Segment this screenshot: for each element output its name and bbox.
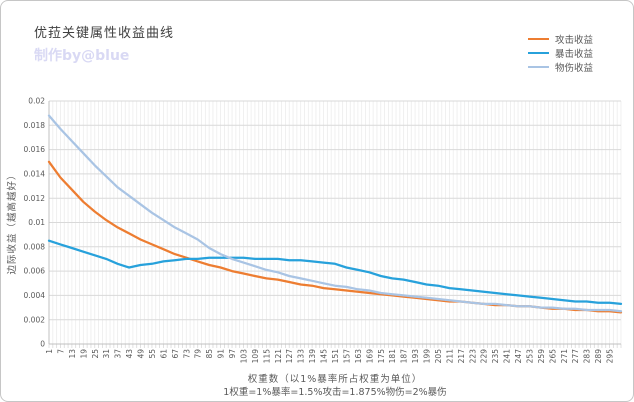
legend-item-attack: 攻击收益 <box>528 32 593 46</box>
svg-text:289: 289 <box>594 349 603 364</box>
svg-text:259: 259 <box>537 349 546 364</box>
svg-text:97: 97 <box>228 349 237 359</box>
svg-text:193: 193 <box>411 349 420 364</box>
svg-text:241: 241 <box>503 349 512 364</box>
svg-text:187: 187 <box>400 349 409 364</box>
svg-text:145: 145 <box>320 349 329 364</box>
svg-text:295: 295 <box>606 349 615 364</box>
svg-text:247: 247 <box>514 349 523 364</box>
svg-text:25: 25 <box>91 349 100 359</box>
svg-text:0.014: 0.014 <box>24 170 46 179</box>
svg-text:235: 235 <box>491 349 500 364</box>
svg-text:0.018: 0.018 <box>24 121 46 130</box>
svg-text:271: 271 <box>560 349 569 364</box>
svg-text:7: 7 <box>56 349 65 354</box>
svg-text:0.01: 0.01 <box>28 218 45 227</box>
svg-text:265: 265 <box>548 349 557 364</box>
svg-text:79: 79 <box>194 349 203 359</box>
y-axis-title: 边际收益（越高越好） <box>6 169 18 274</box>
legend-label-crit: 暴击收益 <box>555 49 594 60</box>
svg-text:163: 163 <box>354 349 363 364</box>
svg-text:175: 175 <box>377 349 386 364</box>
svg-text:103: 103 <box>239 349 248 364</box>
svg-text:217: 217 <box>457 349 466 364</box>
legend-label-phys: 物伤收益 <box>555 63 594 74</box>
svg-text:181: 181 <box>388 349 397 364</box>
svg-text:43: 43 <box>125 349 134 359</box>
svg-text:85: 85 <box>205 349 214 359</box>
svg-text:31: 31 <box>102 349 111 359</box>
svg-text:109: 109 <box>251 349 260 364</box>
svg-text:0.002: 0.002 <box>24 315 46 324</box>
svg-text:73: 73 <box>182 349 191 359</box>
svg-text:229: 229 <box>480 349 489 364</box>
svg-text:61: 61 <box>159 349 168 359</box>
svg-text:1: 1 <box>45 349 54 354</box>
svg-text:0.012: 0.012 <box>24 194 46 203</box>
series-line-phys <box>47 114 623 313</box>
svg-text:0.008: 0.008 <box>24 242 46 251</box>
legend-line-swatch-attack <box>528 37 549 41</box>
svg-text:0.02: 0.02 <box>28 97 45 106</box>
svg-text:253: 253 <box>525 349 534 364</box>
svg-text:0.006: 0.006 <box>24 267 46 276</box>
legend-line-swatch-crit <box>528 51 549 55</box>
svg-text:199: 199 <box>423 349 432 364</box>
svg-text:169: 169 <box>365 349 374 364</box>
legend-label-attack: 攻击收益 <box>555 35 594 46</box>
svg-text:37: 37 <box>114 349 123 359</box>
svg-text:139: 139 <box>308 349 317 364</box>
chart-title: 优菈关键属性收益曲线 <box>34 26 175 41</box>
svg-text:223: 223 <box>468 349 477 364</box>
legend-line-swatch-phys <box>528 65 549 69</box>
svg-text:121: 121 <box>274 349 283 364</box>
svg-text:13: 13 <box>68 349 77 359</box>
svg-text:205: 205 <box>434 349 443 364</box>
x-axis-title: 权重数（以1%暴率所占权重为单位） <box>247 374 423 385</box>
svg-text:127: 127 <box>285 349 294 364</box>
svg-text:67: 67 <box>171 349 180 359</box>
svg-text:0: 0 <box>40 340 45 349</box>
svg-text:133: 133 <box>297 349 306 364</box>
svg-text:115: 115 <box>262 349 271 364</box>
series-line-crit <box>47 239 623 306</box>
svg-text:0.004: 0.004 <box>24 291 46 300</box>
legend-item-crit: 暴击收益 <box>528 46 593 60</box>
legend: 攻击收益 暴击收益 物伤收益 <box>528 32 593 74</box>
svg-text:157: 157 <box>342 349 351 364</box>
svg-text:151: 151 <box>331 349 340 364</box>
svg-text:91: 91 <box>217 349 226 359</box>
svg-text:19: 19 <box>79 349 88 359</box>
svg-text:55: 55 <box>148 349 157 359</box>
chart-subtitle-watermark: 制作by@blue <box>34 48 130 64</box>
svg-text:0.016: 0.016 <box>24 145 46 154</box>
svg-text:49: 49 <box>137 349 146 359</box>
svg-text:277: 277 <box>571 349 580 364</box>
svg-text:283: 283 <box>583 349 592 364</box>
legend-item-phys: 物伤收益 <box>528 60 593 74</box>
chart-layers: 0 0.002 0.004 0.006 0.008 0.01 0.012 0.014 0.016… <box>24 97 623 364</box>
svg-text:211: 211 <box>445 349 454 364</box>
x-axis-subtitle: 1权重=1%暴率=1.5%攻击=1.875%物伤=2%暴伤 <box>223 387 447 398</box>
